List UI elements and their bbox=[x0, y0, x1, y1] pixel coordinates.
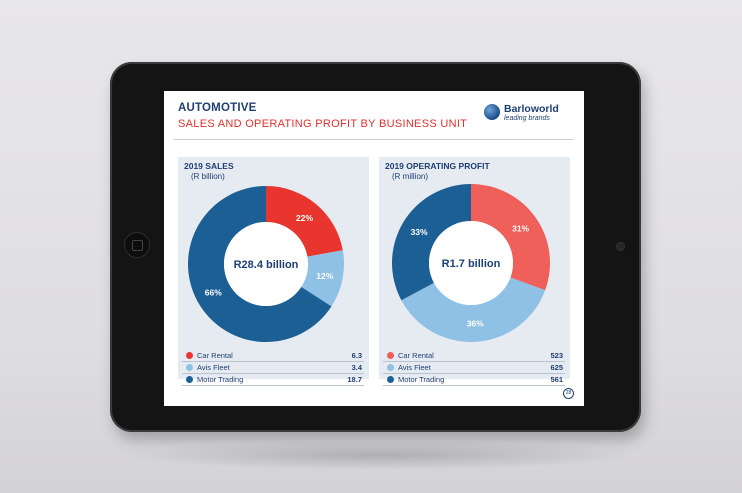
legend-label: Motor Trading bbox=[197, 375, 244, 384]
legend-value: 561 bbox=[550, 375, 563, 384]
donut-center-label: R1.7 billion bbox=[442, 258, 501, 270]
legend-label: Car Rental bbox=[398, 351, 434, 360]
operating-profit-panel: 2019 OPERATING PROFIT (R million) R1.7 b… bbox=[379, 157, 570, 386]
chart-title: 2019 SALES bbox=[184, 161, 234, 171]
camera-icon bbox=[616, 242, 625, 251]
operating-profit-donut-chart: R1.7 billion 31% 36% 33% bbox=[392, 184, 550, 342]
sales-legend: Car Rental 6.3 Avis Fleet 3.4 Motor Trad… bbox=[182, 350, 364, 386]
donut-hole bbox=[429, 221, 513, 305]
donut-slice-car-rental bbox=[471, 184, 550, 291]
slice-percent-label: 31% bbox=[512, 223, 529, 233]
legend-label: Avis Fleet bbox=[197, 363, 230, 372]
chart-unit: (R million) bbox=[392, 172, 428, 181]
donut-slice-motor-trading bbox=[392, 184, 471, 301]
chart-title: 2019 OPERATING PROFIT bbox=[385, 161, 490, 171]
logo-name: Barloworld bbox=[504, 103, 559, 115]
donut-hole bbox=[224, 222, 308, 306]
slice-percent-label: 12% bbox=[316, 271, 333, 281]
legend-row-avis-fleet: Avis Fleet 625 bbox=[383, 362, 565, 374]
legend-swatch bbox=[387, 376, 394, 383]
page-number: 28 bbox=[563, 388, 574, 399]
legend-value: 523 bbox=[550, 351, 563, 360]
logo-tagline: leading brands bbox=[504, 115, 550, 122]
legend-label: Motor Trading bbox=[398, 375, 445, 384]
legend-row-car-rental: Car Rental 6.3 bbox=[182, 350, 364, 362]
legend-value: 18.7 bbox=[347, 375, 362, 384]
slide-subtitle: SALES AND OPERATING PROFIT BY BUSINESS U… bbox=[178, 118, 468, 130]
operating-profit-legend: Car Rental 523 Avis Fleet 625 Motor Trad… bbox=[383, 350, 565, 386]
legend-label: Avis Fleet bbox=[398, 363, 431, 372]
legend-row-motor-trading: Motor Trading 18.7 bbox=[182, 374, 364, 386]
legend-swatch bbox=[387, 352, 394, 359]
floor-shadow bbox=[120, 440, 640, 470]
legend-row-motor-trading: Motor Trading 561 bbox=[383, 374, 565, 386]
slice-percent-label: 36% bbox=[467, 318, 484, 328]
legend-row-car-rental: Car Rental 523 bbox=[383, 350, 565, 362]
sales-donut-chart: R28.4 billion 22% 12% 66% bbox=[188, 186, 344, 342]
donut-slice-avis-fleet bbox=[401, 277, 546, 342]
legend-value: 625 bbox=[550, 363, 563, 372]
legend-row-avis-fleet: Avis Fleet 3.4 bbox=[182, 362, 364, 374]
donut-slice-motor-trading bbox=[188, 186, 332, 342]
home-button[interactable] bbox=[124, 232, 150, 258]
barloworld-logo: Barloworld leading brands bbox=[484, 102, 574, 128]
legend-value: 6.3 bbox=[351, 351, 362, 360]
donut-slice-car-rental bbox=[266, 186, 343, 257]
legend-value: 3.4 bbox=[351, 363, 362, 372]
legend-swatch bbox=[387, 364, 394, 371]
chart-unit: (R billion) bbox=[191, 172, 225, 181]
slice-percent-label: 66% bbox=[205, 288, 222, 298]
header-divider bbox=[174, 139, 574, 140]
slice-percent-label: 33% bbox=[411, 227, 428, 237]
donut-slice-avis-fleet bbox=[301, 250, 344, 307]
legend-swatch bbox=[186, 352, 193, 359]
slice-percent-label: 22% bbox=[296, 213, 313, 223]
slide-title: AUTOMOTIVE bbox=[178, 102, 257, 114]
sales-panel: 2019 SALES (R billion) R28.4 billion 22%… bbox=[178, 157, 369, 386]
globe-icon bbox=[484, 104, 500, 120]
tablet-device: AUTOMOTIVE SALES AND OPERATING PROFIT BY… bbox=[110, 62, 641, 432]
donut-center-label: R28.4 billion bbox=[234, 259, 299, 271]
legend-swatch bbox=[186, 364, 193, 371]
legend-label: Car Rental bbox=[197, 351, 233, 360]
slide-screen: AUTOMOTIVE SALES AND OPERATING PROFIT BY… bbox=[164, 91, 584, 406]
legend-swatch bbox=[186, 376, 193, 383]
